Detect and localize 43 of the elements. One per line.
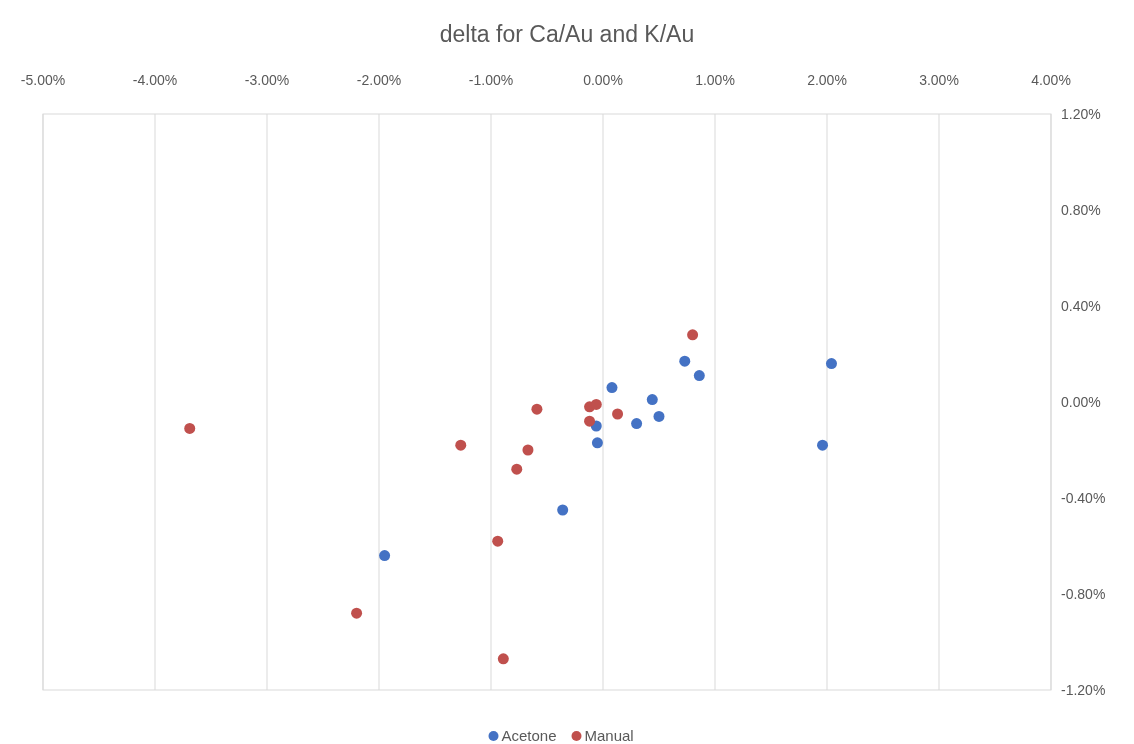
x-tick-label: -1.00% [468,72,514,88]
point [531,403,543,415]
point [557,504,569,516]
point [825,358,837,370]
point [590,398,602,410]
point [511,463,523,475]
point [492,535,504,547]
legend-label: Acetone [501,727,557,744]
x-tick-label: -4.00% [132,72,178,88]
y-tick-label: -0.40% [1061,490,1106,506]
y-tick-label: -1.20% [1061,682,1106,698]
point [817,439,829,451]
x-tick-label: 4.00% [1031,72,1071,88]
point [606,382,618,394]
point [631,418,643,430]
point [351,607,363,619]
x-tick-label: 0.00% [583,72,623,88]
y-tick-label: 0.00% [1061,394,1101,410]
point [522,444,534,456]
point [591,437,603,449]
x-tick-label: -2.00% [356,72,402,88]
y-tick-label: 1.20% [1061,106,1101,122]
point [455,439,467,451]
y-tick-label: -0.80% [1061,586,1106,602]
point [693,370,705,382]
y-tick-label: 0.40% [1061,298,1101,314]
point [653,410,665,422]
x-tick-label: 3.00% [919,72,959,88]
x-tick-label: 2.00% [807,72,847,88]
point [584,415,596,427]
point [184,422,196,434]
x-tick-label: -5.00% [20,72,66,88]
point [687,329,699,341]
legend-label: Manual [584,727,634,744]
chart-title: delta for Ca/Au and K/Au [439,21,695,47]
point [497,653,509,665]
point [612,408,624,420]
y-tick-label: 0.80% [1061,202,1101,218]
point [379,550,391,562]
point [646,394,658,406]
x-tick-label: -3.00% [244,72,290,88]
x-tick-label: 1.00% [695,72,735,88]
point [679,355,691,367]
